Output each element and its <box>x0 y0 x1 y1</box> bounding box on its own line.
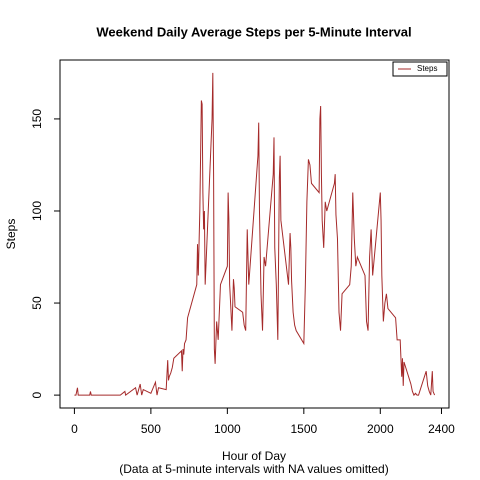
plot-box <box>59 59 450 409</box>
x-tick-label: 2400 <box>428 422 455 436</box>
x-axis-label: Hour of Day <box>222 449 286 463</box>
y-tick-label: 150 <box>30 109 44 129</box>
series-line <box>74 72 436 397</box>
x-tick-label: 1000 <box>214 422 241 436</box>
chart-title: Weekend Daily Average Steps per 5-Minute… <box>96 24 411 39</box>
x-tick-label: 0 <box>71 422 78 436</box>
y-axis-label: Steps <box>4 219 18 250</box>
x-tick-label: 1500 <box>290 422 317 436</box>
y-tick-label: 50 <box>30 296 44 310</box>
x-tick-label: 2000 <box>367 422 394 436</box>
legend-box <box>392 61 448 77</box>
subtitle: (Data at 5-minute intervals with NA valu… <box>119 462 388 476</box>
x-tick-label: 500 <box>141 422 161 436</box>
y-tick-label: 100 <box>30 201 44 221</box>
y-tick-label: 0 <box>30 391 44 398</box>
legend-label: Steps <box>417 64 437 73</box>
